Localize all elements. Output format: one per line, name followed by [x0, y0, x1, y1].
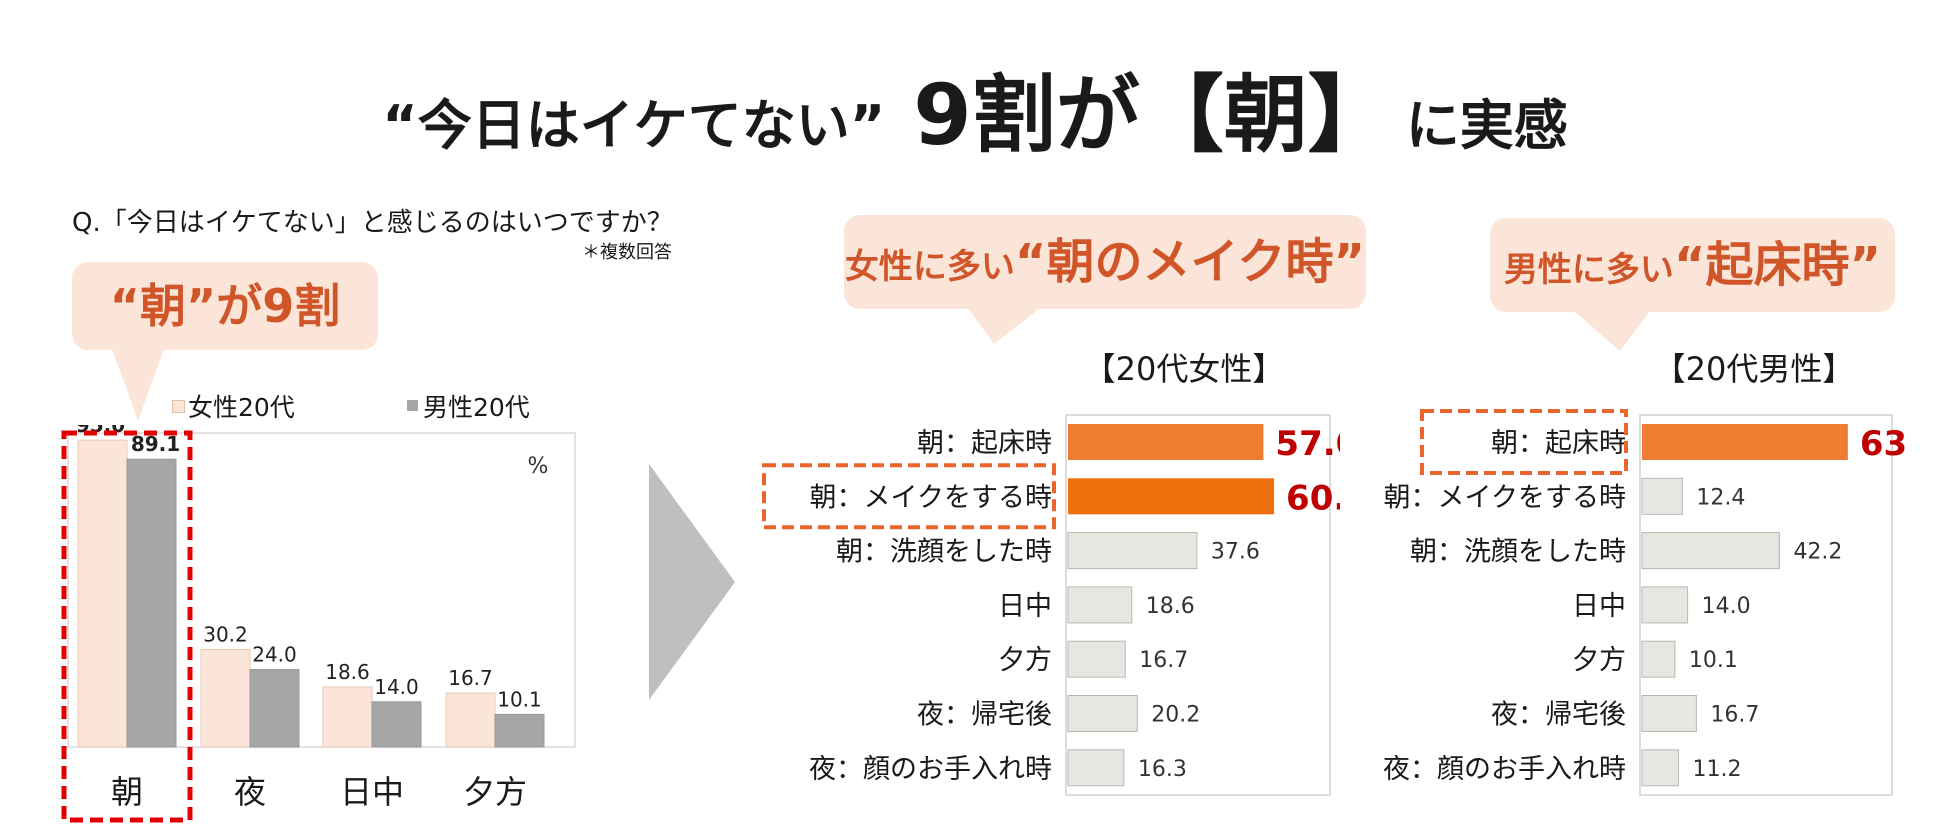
chart-time-of-day: % 95.0 89.1 朝 30.224.0 夜 18.614.0 日中 16.710.1 夕方: [61, 425, 576, 823]
bar-4: [1641, 640, 1676, 678]
bar-4: [1067, 640, 1126, 678]
bar-2: [1067, 532, 1198, 570]
data-label-5: 20.2: [1151, 703, 1200, 728]
category-label-2: 日中: [340, 773, 404, 811]
category-label-1: 夜: [234, 773, 266, 811]
page-title: “今日はイケてない” 9割が【朝】 に実感: [0, 48, 1950, 169]
category-label-1: 朝：メイクをする時: [1384, 482, 1626, 513]
category-label-5: 夜：帰宅後: [1491, 700, 1626, 731]
callout-women: 女性に多い“朝のメイク時”: [844, 215, 1366, 309]
data-label-male-0: 89.1: [131, 432, 180, 456]
plot-frame: [1065, 414, 1331, 796]
title-part2: 9割が【朝】: [913, 66, 1392, 164]
category-label-1: 朝：メイクをする時: [810, 482, 1052, 513]
data-label-4: 10.1: [1689, 648, 1738, 673]
plot-frame: [67, 432, 576, 748]
callout-men: 男性に多い“起床時”: [1490, 218, 1895, 312]
category-label-6: 夜：顔のお手入れ時: [809, 754, 1052, 785]
category-label-2: 朝：洗顔をした時: [836, 537, 1052, 568]
data-label-2: 42.2: [1793, 540, 1842, 565]
bar-female-0: [77, 439, 128, 748]
plot-frame: [1639, 414, 1893, 796]
callout-men-tail: [1574, 311, 1650, 351]
bar-male-2: [371, 701, 422, 748]
chart-title: 【20代女性】: [1084, 350, 1285, 388]
bar-3: [1641, 586, 1689, 624]
bar-5: [1067, 695, 1138, 732]
arrow-right-icon: [649, 464, 735, 700]
data-label-1: 12.4: [1696, 485, 1745, 510]
category-label-6: 夜：顔のお手入れ時: [1383, 754, 1626, 785]
bar-0: [1068, 424, 1264, 460]
callout-left-text: “朝”が9割: [109, 279, 341, 333]
bar-6: [1641, 749, 1679, 787]
category-label-4: 夕方: [998, 645, 1052, 676]
data-label-female-3: 16.7: [448, 666, 493, 690]
bar-2: [1641, 532, 1780, 570]
bar-1: [1641, 477, 1683, 515]
highlight-box: [1420, 409, 1628, 475]
bar-0: [1642, 424, 1848, 460]
data-label-0: 57.0: [1275, 424, 1340, 464]
bar-male-3: [494, 713, 545, 748]
data-label-2: 37.6: [1211, 540, 1260, 565]
legend-swatch-female: [172, 400, 185, 413]
bar-female-1: [200, 648, 251, 748]
multiple-answer-note: ＊複数回答: [582, 242, 672, 263]
callout-women-highlight: “朝のメイク時”: [1014, 234, 1366, 290]
data-label-5: 16.7: [1710, 703, 1759, 728]
data-label-female-2: 18.6: [325, 660, 370, 684]
bar-female-2: [322, 686, 373, 748]
category-label-2: 朝：洗顔をした時: [1410, 537, 1626, 568]
callout-women-tail: [968, 308, 1040, 344]
category-label-0: 朝：起床時: [917, 428, 1052, 459]
bar-1: [1068, 478, 1275, 515]
title-part1: “今日はイケてない”: [382, 94, 886, 157]
chart-title: 【20代男性】: [1654, 350, 1855, 388]
callout-left: “朝”が9割: [72, 262, 378, 350]
category-label-0: 朝: [111, 773, 143, 811]
bar-3: [1067, 586, 1133, 624]
data-label-male-3: 10.1: [497, 687, 542, 711]
data-label-1: 60.1: [1286, 478, 1340, 518]
bar-male-1: [249, 668, 300, 748]
chart-female-20s: 【20代女性】 57.0 朝：起床時 60.1 朝：メイクをする時 37.6 朝：洗顔をした…: [762, 350, 1340, 796]
category-label-4: 夕方: [1572, 645, 1626, 676]
data-label-male-2: 14.0: [374, 675, 419, 699]
callout-women-prefix: 女性に多い: [844, 247, 1015, 287]
legend-swatch-male: [407, 400, 418, 411]
unit-label: %: [528, 454, 549, 479]
category-label-3: 日中: [998, 591, 1052, 622]
data-label-female-0: 95.0: [76, 425, 125, 437]
callout-left-tail: [112, 349, 164, 421]
highlight-box: [762, 463, 1056, 530]
bar-6: [1067, 749, 1125, 787]
data-label-3: 18.6: [1146, 594, 1195, 619]
data-label-0: 63.2: [1860, 424, 1910, 464]
legend-label-female: 女性20代: [188, 393, 295, 422]
category-label-0: 朝：起床時: [1491, 428, 1626, 459]
callout-men-highlight: “起床時”: [1673, 237, 1882, 293]
data-label-4: 16.7: [1139, 648, 1188, 673]
data-label-3: 14.0: [1702, 594, 1751, 619]
highlight-box-morning: [61, 430, 193, 823]
data-label-male-1: 24.0: [252, 642, 297, 666]
data-label-female-1: 30.2: [203, 622, 248, 646]
category-label-5: 夜：帰宅後: [917, 700, 1052, 731]
data-label-6: 11.2: [1692, 757, 1741, 782]
chart-male-20s: 【20代男性】63.2 朝：起床時 12.4 朝：メイクをする時 42.2 朝：洗顔をした…: [1383, 350, 1910, 796]
bar-5: [1641, 695, 1697, 732]
survey-question: Q.「今日はイケてない」と感じるのはいつですか？: [72, 208, 673, 238]
title-part3: に実感: [1405, 94, 1568, 157]
category-label-3: 日中: [1572, 591, 1626, 622]
data-label-6: 16.3: [1138, 757, 1187, 782]
category-label-3: 夕方: [463, 773, 527, 811]
bar-female-3: [445, 692, 496, 748]
legend-label-male: 男性20代: [423, 393, 530, 422]
bar-male-0: [126, 458, 177, 748]
callout-men-prefix: 男性に多い: [1503, 250, 1674, 290]
